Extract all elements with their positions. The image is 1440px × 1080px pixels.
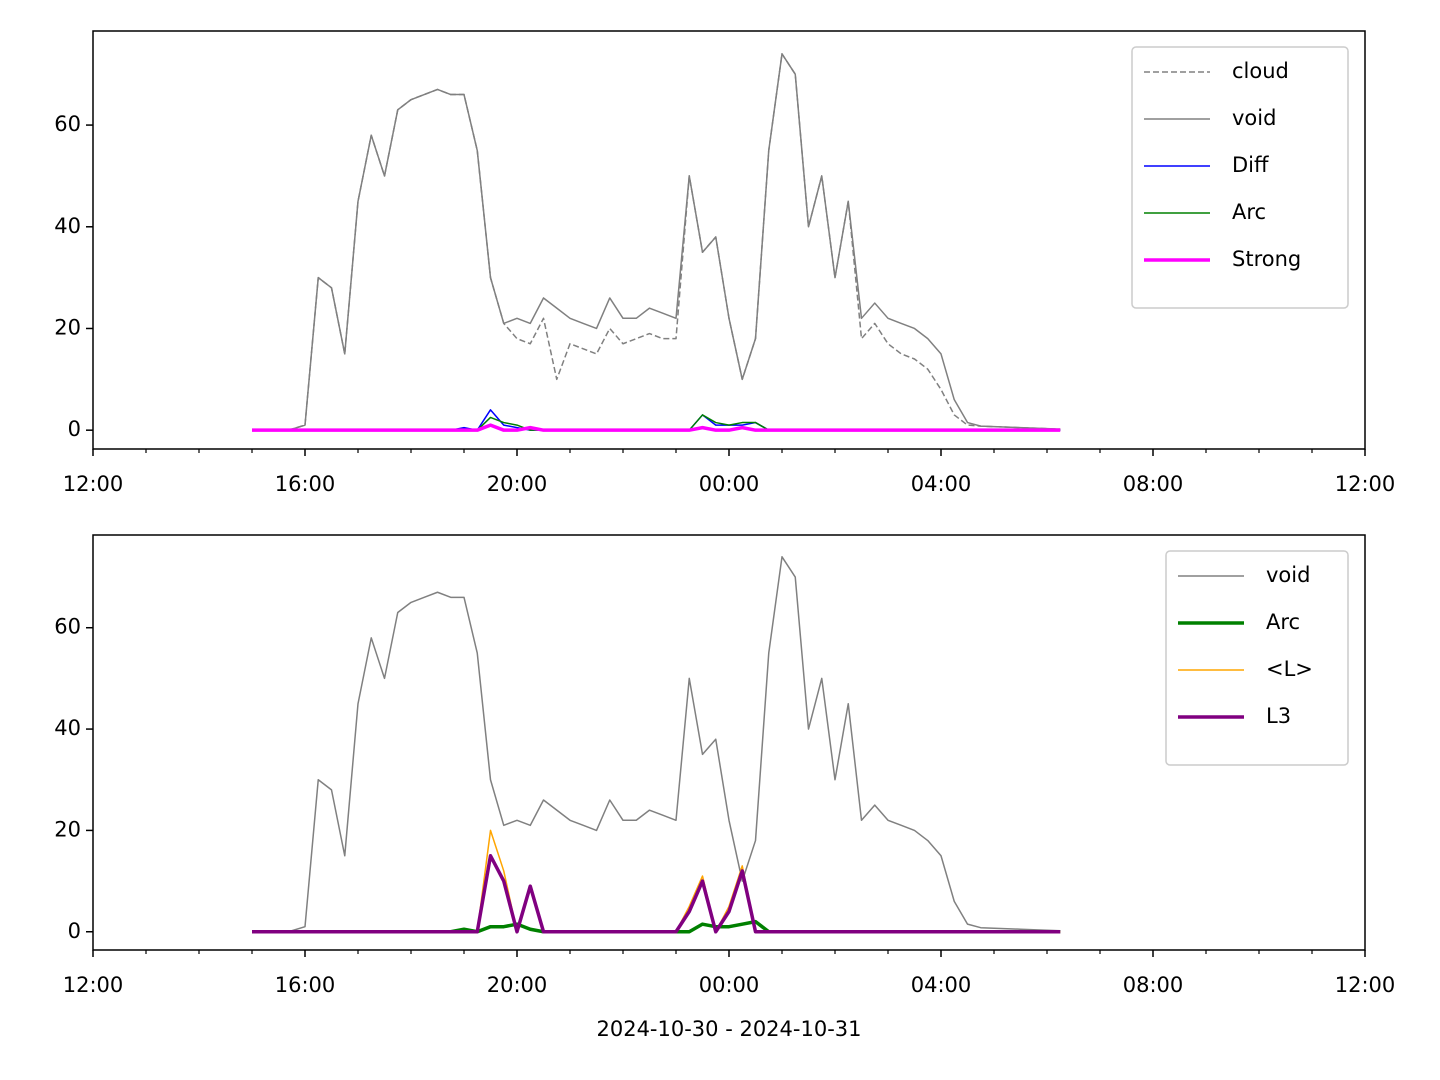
legend-box — [1165, 550, 1349, 766]
plot-area — [252, 556, 1061, 934]
x-tick-label: 20:00 — [487, 472, 548, 496]
x-tick-label: 12:00 — [1335, 472, 1396, 496]
y-tick-label: 60 — [54, 615, 81, 639]
legend-label: void — [1266, 563, 1310, 587]
y-tick-label: 0 — [68, 417, 81, 441]
x-tick-label: 08:00 — [1123, 973, 1184, 997]
series-line — [252, 414, 1061, 431]
x-tick-label: 04:00 — [911, 973, 972, 997]
x-tick-label: 00:00 — [699, 472, 760, 496]
series-line — [252, 53, 1061, 431]
legend-box — [1131, 46, 1349, 309]
y-tick-label: 60 — [54, 112, 81, 136]
x-axis-label: 2024-10-30 - 2024-10-31 — [596, 1017, 861, 1041]
legend-label: L3 — [1266, 704, 1291, 728]
y-tick-label: 20 — [54, 315, 81, 339]
x-tick-label: 12:00 — [63, 472, 124, 496]
x-tick-label: 04:00 — [911, 472, 972, 496]
legend-label: Strong — [1232, 247, 1301, 271]
x-tick-label: 16:00 — [275, 472, 336, 496]
series-line — [252, 409, 1061, 431]
series-line — [252, 854, 1061, 934]
series-line — [252, 829, 1061, 933]
legend-label: <L> — [1266, 657, 1313, 681]
series-line — [252, 423, 1061, 432]
x-tick-label: 12:00 — [63, 973, 124, 997]
x-tick-label: 00:00 — [699, 973, 760, 997]
legend-label: Diff — [1232, 153, 1269, 177]
x-tick-label: 12:00 — [1335, 973, 1396, 997]
x-tick-label: 16:00 — [275, 973, 336, 997]
legend-label: Arc — [1266, 610, 1300, 634]
series-line — [252, 556, 1061, 933]
legend-label: cloud — [1232, 59, 1289, 83]
legend-label: void — [1232, 106, 1276, 130]
axes-frame — [92, 30, 1366, 450]
x-tick-label: 20:00 — [487, 973, 548, 997]
y-tick-label: 20 — [54, 817, 81, 841]
axes-frame — [92, 534, 1366, 951]
y-tick-label: 0 — [68, 919, 81, 943]
y-tick-label: 40 — [54, 214, 81, 238]
x-tick-label: 08:00 — [1123, 472, 1184, 496]
plot-area — [252, 53, 1061, 432]
series-line — [252, 53, 1061, 431]
legend-label: Arc — [1232, 200, 1266, 224]
y-tick-label: 40 — [54, 716, 81, 740]
